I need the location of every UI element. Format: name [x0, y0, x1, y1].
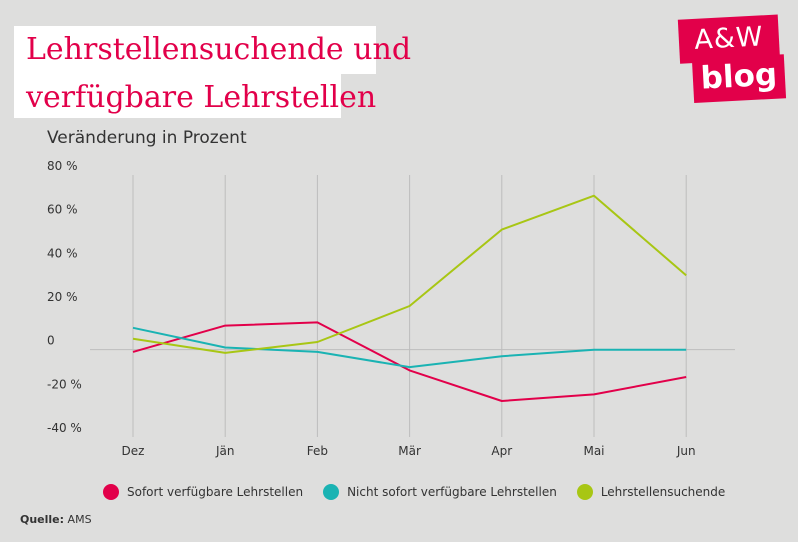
- x-tick-label: Dez: [122, 444, 145, 458]
- y-tick-label: -20 %: [47, 377, 82, 391]
- chart-subtitle: Veränderung in Prozent: [47, 128, 247, 148]
- series-line: [132, 326, 687, 369]
- y-tick-label: -40 %: [47, 421, 82, 435]
- chart-legend: Sofort verfügbare Lehrstellen Nicht sofo…: [103, 484, 745, 500]
- legend-label: Lehrstellensuchende: [600, 485, 726, 499]
- series-line: [132, 194, 687, 354]
- y-tick-label: 60 %: [47, 203, 78, 217]
- legend-item: Nicht sofort verfügbare Lehrstellen: [323, 484, 557, 500]
- legend-label: Nicht sofort verfügbare Lehrstellen: [347, 485, 557, 499]
- series-line: [132, 321, 687, 402]
- legend-dot-icon: [323, 484, 340, 500]
- chart-title-line-1: Lehrstellensuchende und: [14, 26, 411, 74]
- y-tick-label: 40 %: [47, 246, 78, 260]
- y-tick-label: 20 %: [47, 290, 78, 304]
- x-tick-label: Apr: [491, 444, 512, 458]
- legend-item: Sofort verfügbare Lehrstellen: [103, 484, 303, 500]
- legend-dot-icon: [576, 484, 593, 500]
- x-tick-label: Mär: [398, 444, 421, 458]
- x-tick-label: Feb: [307, 444, 328, 458]
- x-tick-label: Mai: [583, 444, 604, 458]
- x-tick-label: Jun: [676, 444, 696, 458]
- legend-label: Sofort verfügbare Lehrstellen: [127, 485, 304, 499]
- legend-item: Lehrstellensuchende: [576, 484, 726, 500]
- chart-title-line-2: verfügbare Lehrstellen: [14, 74, 376, 118]
- legend-dot-icon: [103, 484, 119, 500]
- y-tick-label: 0: [47, 334, 55, 348]
- source-label: Quelle:: [20, 513, 65, 526]
- x-tick-label: Jän: [215, 444, 235, 458]
- source-note: Quelle: AMS: [20, 513, 92, 526]
- source-value: AMS: [67, 513, 92, 526]
- y-tick-label: 80 %: [47, 159, 78, 173]
